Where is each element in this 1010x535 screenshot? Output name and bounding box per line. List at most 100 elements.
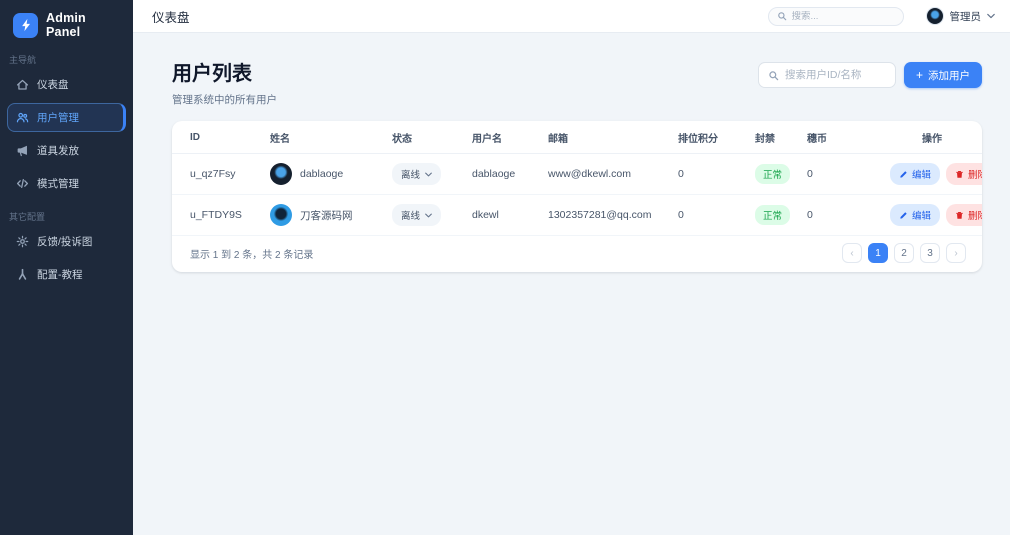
sidebar-item-modes[interactable]: 模式管理 xyxy=(7,169,126,198)
delete-label: 删除 xyxy=(968,211,982,222)
next-page-button[interactable]: › xyxy=(946,243,966,263)
main-column: 仪表盘 管理员 用户 xyxy=(133,0,1010,535)
page-button-3[interactable]: 3 xyxy=(920,243,940,263)
content-area: 用户列表 管理系统中的所有用户 + 添加用户 xyxy=(133,33,1010,535)
page-button-2[interactable]: 2 xyxy=(894,243,914,263)
sidebar-item-feedback[interactable]: 反馈/投诉图 xyxy=(7,227,126,256)
global-search-input[interactable] xyxy=(791,10,895,22)
cell-rank-points: 0 xyxy=(670,153,747,195)
col-header-rank-points: 排位积分 xyxy=(670,121,747,154)
chevron-down-icon xyxy=(987,13,995,19)
chevron-down-icon xyxy=(425,172,432,176)
sidebar-item-label: 仪表盘 xyxy=(37,79,69,91)
user-search[interactable] xyxy=(757,62,896,88)
table-row: u_FTDY9S 刀客源码网 离线 xyxy=(172,194,982,236)
code-icon xyxy=(16,177,29,190)
cell-name: dablaoge xyxy=(270,163,376,185)
sidebar-item-label: 用户管理 xyxy=(37,112,79,124)
records-summary: 显示 1 到 2 条，共 2 条记录 xyxy=(190,249,314,261)
delete-label: 删除 xyxy=(968,170,982,181)
users-icon xyxy=(16,111,29,124)
col-header-name: 姓名 xyxy=(262,121,384,154)
user-name: 管理员 xyxy=(949,10,982,23)
row-name-text: dablaoge xyxy=(300,168,344,180)
sidebar-item-label: 道具发放 xyxy=(37,145,79,157)
page-actions: + 添加用户 xyxy=(757,62,982,88)
cell-rank-points: 0 xyxy=(670,194,747,236)
sidebar-item-items[interactable]: 道具发放 xyxy=(7,136,126,165)
edit-button[interactable]: 编辑 xyxy=(890,163,941,185)
col-header-coins: 穗币 xyxy=(799,121,882,154)
col-header-actions: 操作 xyxy=(882,121,982,154)
cell-email: 1302357281@qq.com xyxy=(540,194,670,236)
add-user-button[interactable]: + 添加用户 xyxy=(903,62,982,88)
chevron-down-icon xyxy=(425,213,432,217)
ban-status-badge: 正常 xyxy=(755,205,791,225)
user-search-input[interactable] xyxy=(784,69,886,81)
search-icon xyxy=(777,11,787,21)
users-table-card: ID 姓名 状态 用户名 邮箱 排位积分 封禁 穗币 操作 xyxy=(172,121,982,272)
ban-status-badge: 正常 xyxy=(755,164,791,184)
cell-coins: 0 xyxy=(799,194,882,236)
cell-id: u_FTDY9S xyxy=(172,194,262,236)
nav-section-label-config: 其它配置 xyxy=(9,212,46,222)
cell-name: 刀客源码网 xyxy=(270,204,376,226)
status-select[interactable]: 离线 xyxy=(392,163,442,185)
cell-username: dablaoge xyxy=(464,153,540,195)
logo: Admin Panel xyxy=(0,9,133,39)
topbar-title: 仪表盘 xyxy=(152,10,190,25)
bolt-logo-icon xyxy=(13,12,38,38)
search-icon xyxy=(768,70,779,81)
col-header-status: 状态 xyxy=(384,121,464,154)
global-search[interactable] xyxy=(767,6,904,26)
edit-label: 编辑 xyxy=(912,211,932,222)
topbar-right: 管理员 xyxy=(767,6,996,26)
trash-icon xyxy=(956,170,964,178)
row-avatar xyxy=(270,163,292,185)
gear-icon xyxy=(16,235,29,248)
table-footer: 显示 1 到 2 条，共 2 条记录 ‹ 1 2 3 › xyxy=(172,236,982,272)
table-header-row: ID 姓名 状态 用户名 邮箱 排位积分 封禁 穗币 操作 xyxy=(172,121,982,154)
pagination: ‹ 1 2 3 › xyxy=(842,243,966,263)
edit-label: 编辑 xyxy=(912,170,932,181)
users-table: ID 姓名 状态 用户名 邮箱 排位积分 封禁 穗币 操作 xyxy=(172,121,982,236)
megaphone-icon xyxy=(16,144,29,157)
delete-button[interactable]: 删除 xyxy=(946,163,982,185)
sidebar-item-dashboard[interactable]: 仪表盘 xyxy=(7,70,126,99)
wrench-icon xyxy=(16,268,29,281)
sidebar-item-label: 配置-教程 xyxy=(37,269,83,281)
col-header-email: 邮箱 xyxy=(540,121,670,154)
cell-id: u_qz7Fsy xyxy=(172,153,262,195)
page-button-1[interactable]: 1 xyxy=(868,243,888,263)
edit-button[interactable]: 编辑 xyxy=(890,204,941,226)
user-menu[interactable]: 管理员 xyxy=(925,7,996,25)
col-header-ban: 封禁 xyxy=(747,121,799,154)
cell-username: dkewl xyxy=(464,194,540,236)
pencil-icon xyxy=(900,211,907,219)
sidebar-item-tutorial[interactable]: 配置-教程 xyxy=(7,260,126,289)
row-name-text: 刀客源码网 xyxy=(300,209,353,222)
page-header: 用户列表 管理系统中的所有用户 + 添加用户 xyxy=(172,57,982,107)
col-header-username: 用户名 xyxy=(464,121,540,154)
status-value: 离线 xyxy=(401,211,421,222)
sidebar-item-label: 模式管理 xyxy=(37,178,79,190)
page-header-text: 用户列表 管理系统中的所有用户 xyxy=(172,57,277,107)
pencil-icon xyxy=(900,170,907,178)
topbar: 仪表盘 管理员 xyxy=(133,0,1010,33)
page-title: 用户列表 xyxy=(172,63,252,85)
prev-page-button[interactable]: ‹ xyxy=(842,243,862,263)
cell-email: www@dkewl.com xyxy=(540,153,670,195)
home-icon xyxy=(16,78,29,91)
cell-coins: 0 xyxy=(799,153,882,195)
status-select[interactable]: 离线 xyxy=(392,204,442,226)
user-avatar xyxy=(925,7,944,25)
sidebar: Admin Panel 主导航 仪表盘 用户管理 道具发放 模式管理 xyxy=(0,0,133,535)
sidebar-item-users[interactable]: 用户管理 xyxy=(7,103,126,132)
add-user-label: 添加用户 xyxy=(928,69,970,82)
delete-button[interactable]: 删除 xyxy=(946,204,982,226)
page-subtitle: 管理系统中的所有用户 xyxy=(172,94,277,106)
sidebar-item-label: 反馈/投诉图 xyxy=(37,236,93,248)
nav-section-label-main: 主导航 xyxy=(9,55,37,65)
brand-title: Admin Panel xyxy=(46,11,86,39)
